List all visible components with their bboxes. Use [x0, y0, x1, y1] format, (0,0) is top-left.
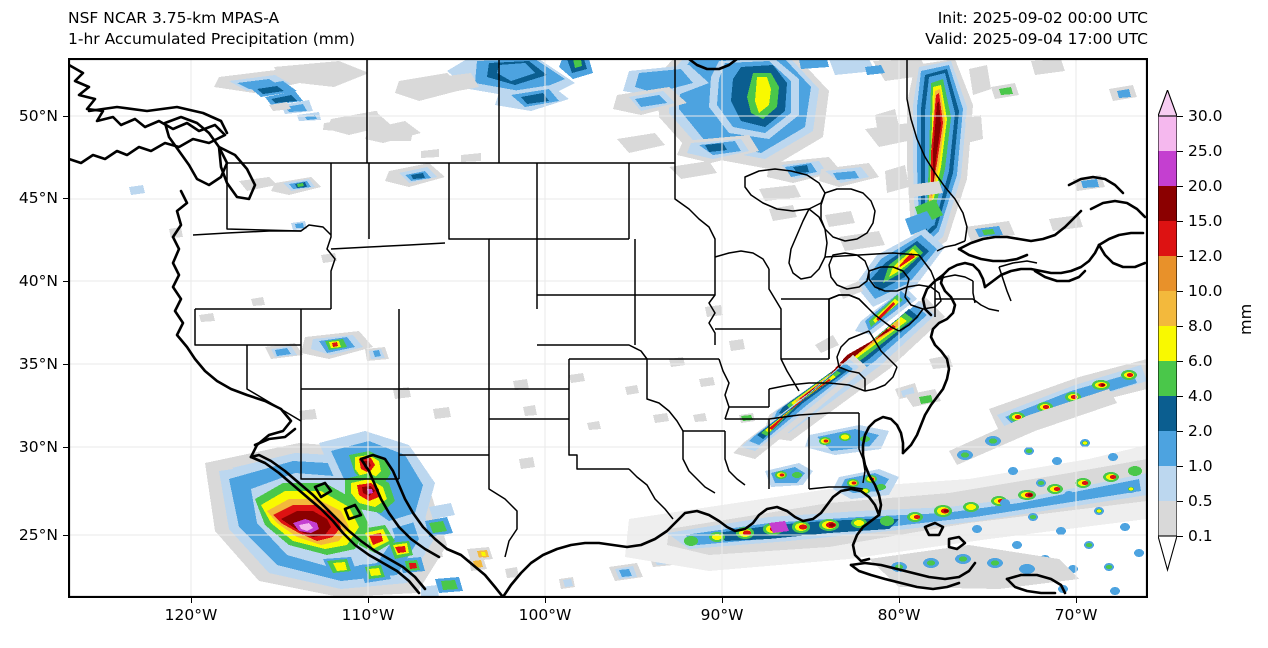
map-plot-area[interactable]: [68, 58, 1148, 598]
coastlines: [69, 59, 1147, 597]
ytick-mark-25n: [63, 535, 68, 537]
cb-tick-1: [1177, 466, 1183, 468]
xtick-mark-70w: [1076, 598, 1078, 603]
cb-tick-15: [1177, 221, 1183, 223]
precip-cluster-appalachian: [733, 281, 945, 459]
xtick-label-100w: 100°W: [518, 606, 572, 624]
field-description-line: 1-hr Accumulated Precipitation (mm): [68, 30, 355, 48]
valid-time-title: Init: 2025-09-02 00:00 UTC Valid: 2025-09…: [925, 8, 1148, 50]
political-boundaries: [192, 59, 1038, 558]
cb-tick-8: [1177, 326, 1183, 328]
colorbar-canvas: [1158, 90, 1177, 573]
xtick-label-120w: 120°W: [164, 606, 218, 624]
cb-tick-0p1: [1177, 536, 1183, 538]
xtick-label-70w: 70°W: [1054, 606, 1098, 624]
cb-label-2: 2.0: [1188, 422, 1213, 440]
cb-label-30: 30.0: [1188, 107, 1223, 125]
cb-tick-10: [1177, 291, 1183, 293]
xtick-mark-80w: [899, 598, 901, 603]
xtick-mark-100w: [545, 598, 547, 603]
ytick-label-25n: 25°N: [18, 526, 58, 544]
colorbar-unit-label: mm: [1236, 303, 1255, 335]
cb-tick-4: [1177, 396, 1183, 398]
model-name-line: NSF NCAR 3.75-km MPAS-A: [68, 9, 280, 27]
xtick-mark-110w: [368, 598, 370, 603]
xtick-mark-90w: [722, 598, 724, 603]
precipitation-field: [129, 59, 1147, 597]
cb-label-0p1: 0.1: [1188, 527, 1213, 545]
cb-tick-12: [1177, 256, 1183, 258]
cb-label-10: 10.0: [1188, 282, 1223, 300]
ytick-mark-40n: [63, 281, 68, 283]
cb-label-0p5: 0.5: [1188, 492, 1213, 510]
valid-time-line: Valid: 2025-09-04 17:00 UTC: [925, 30, 1148, 48]
cb-label-8: 8.0: [1188, 317, 1213, 335]
ytick-label-45n: 45°N: [18, 189, 58, 207]
cb-tick-30: [1177, 116, 1183, 118]
cb-label-1: 1.0: [1188, 457, 1213, 475]
cb-label-12: 12.0: [1188, 247, 1223, 265]
precip-cluster-dakotas: [239, 59, 593, 230]
ytick-label-50n: 50°N: [18, 107, 58, 125]
colorbar[interactable]: [1158, 90, 1177, 580]
xtick-label-90w: 90°W: [700, 606, 744, 624]
ytick-label-30n: 30°N: [18, 438, 58, 456]
cb-tick-6: [1177, 361, 1183, 363]
ytick-label-35n: 35°N: [18, 355, 58, 373]
map-canvas: [69, 59, 1147, 597]
xtick-mark-120w: [191, 598, 193, 603]
ytick-mark-45n: [63, 198, 68, 200]
precip-cluster-southwest: [129, 185, 537, 471]
ytick-mark-30n: [63, 447, 68, 449]
cb-tick-25: [1177, 151, 1183, 153]
cb-tick-2: [1177, 431, 1183, 433]
cb-label-4: 4.0: [1188, 387, 1213, 405]
init-time-line: Init: 2025-09-02 00:00 UTC: [937, 9, 1148, 27]
cb-tick-0p5: [1177, 501, 1183, 503]
ytick-mark-35n: [63, 364, 68, 366]
ytick-label-40n: 40°N: [18, 272, 58, 290]
xtick-label-80w: 80°W: [877, 606, 921, 624]
cb-tick-20: [1177, 186, 1183, 188]
xtick-label-110w: 110°W: [341, 606, 395, 624]
cb-label-25: 25.0: [1188, 142, 1223, 160]
precip-cluster-florida-caribbean: [625, 355, 1147, 595]
precip-cluster-lake-superior: [613, 59, 929, 201]
cb-label-20: 20.0: [1188, 177, 1223, 195]
cb-label-6: 6.0: [1188, 352, 1213, 370]
ytick-mark-50n: [63, 116, 68, 118]
model-title: NSF NCAR 3.75-km MPAS-A 1-hr Accumulated …: [68, 8, 355, 50]
cb-label-15: 15.0: [1188, 212, 1223, 230]
